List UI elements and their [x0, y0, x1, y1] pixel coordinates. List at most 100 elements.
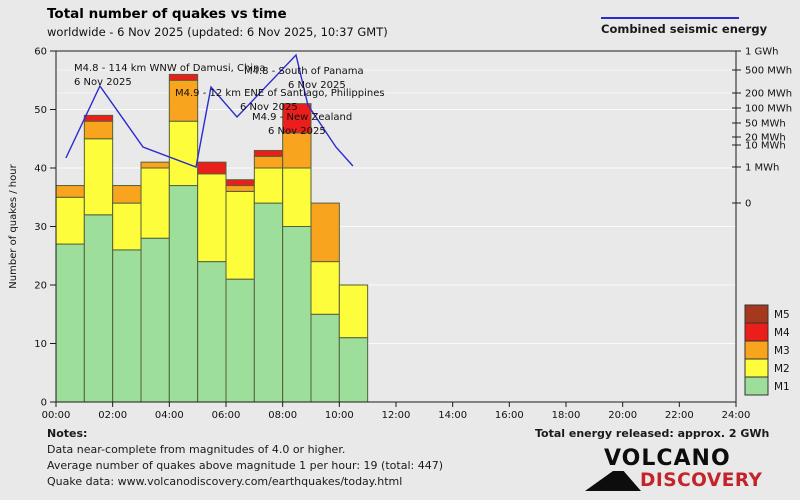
energy-axis-tick-label: 50 MWh — [745, 119, 786, 130]
legend-swatch-m4 — [744, 322, 769, 342]
total-energy-released: Total energy released: approx. 2 GWh — [535, 427, 770, 440]
annotation-1: 6 Nov 2025 — [288, 80, 346, 91]
legend-swatch-m3 — [744, 340, 769, 360]
bar-segment-m2-04:00 — [168, 120, 199, 187]
annotation-0: M4.8 - 114 km WNW of Damusi, China — [74, 63, 266, 74]
bar-segment-m3-08:00 — [282, 132, 312, 169]
bar-segment-m1-03:00 — [140, 237, 170, 403]
annotation-3: M4.9 - New Zealand — [252, 112, 352, 123]
note-line: Data near-complete from magnitudes of 4.… — [47, 443, 346, 456]
bar-segment-m1-09:00 — [310, 313, 340, 403]
page-title: Total number of quakes vs time — [47, 6, 287, 22]
bar-segment-m4-07:00 — [253, 149, 284, 157]
energy-axis-tick-label: 20 MWh — [745, 133, 786, 144]
x-axis-tick-label: 02:00 — [98, 410, 127, 421]
energy-axis-tick-label: 10 MWh — [745, 141, 786, 152]
bar-segment-m1-00:00 — [55, 243, 85, 403]
volcanodiscovery-logo: VOLCANO DISCOVERY — [580, 443, 795, 498]
legend-swatch-m2 — [744, 358, 769, 378]
bar-segment-m3-02:00 — [112, 185, 142, 204]
bar-segment-m1-05:00 — [197, 261, 227, 403]
annotation-1: M4.8 - South of Panama — [244, 66, 364, 77]
logo-volcano-text: VOLCANO — [604, 446, 731, 471]
x-axis-tick-label: 10:00 — [325, 410, 354, 421]
legend-label-m4: M4 — [774, 327, 790, 339]
note-line: Quake data: www.volcanodiscovery.com/ear… — [47, 475, 403, 488]
energy-axis-tick-label: 1 GWh — [745, 47, 779, 58]
bar-segment-m2-03:00 — [140, 167, 170, 239]
x-axis-tick-label: 16:00 — [495, 410, 524, 421]
annotation-3: 6 Nov 2025 — [268, 126, 326, 137]
energy-axis-tick-label: 0 — [745, 199, 751, 210]
bar-segment-m4-04:00 — [168, 73, 199, 81]
annotation-0: 6 Nov 2025 — [74, 77, 132, 88]
bar-segment-m4-05:00 — [197, 161, 227, 175]
y-axis-tick-label: 20 — [34, 281, 47, 292]
y-axis-tick-label: 60 — [34, 47, 47, 58]
bar-segment-m2-06:00 — [225, 190, 255, 280]
energy-axis-tick-label: 200 MWh — [745, 89, 792, 100]
bar-segment-m4-06:00 — [225, 179, 255, 187]
bar-segment-m1-02:00 — [112, 249, 142, 403]
bar-segment-m3-00:00 — [55, 185, 85, 198]
energy-axis-tick-label: 100 MWh — [745, 104, 792, 115]
x-axis-tick-label: 18:00 — [552, 410, 581, 421]
energy-legend-line-icon — [601, 17, 739, 19]
legend-swatch-m5 — [744, 304, 769, 324]
bar-segment-m3-03:00 — [140, 161, 170, 169]
y-axis-tick-label: 50 — [34, 105, 47, 116]
bar-segment-m1-07:00 — [253, 202, 284, 403]
x-axis-tick-label: 14:00 — [438, 410, 467, 421]
bar-segment-m1-06:00 — [225, 278, 255, 403]
notes-block: Notes: Data near-complete from magnitude… — [47, 426, 443, 490]
energy-legend-label: Combined seismic energy — [601, 22, 768, 36]
x-axis-tick-label: 06:00 — [212, 410, 241, 421]
logo-discovery-text: DISCOVERY — [640, 470, 763, 491]
energy-line — [65, 53, 354, 168]
x-axis-tick-label: 20:00 — [608, 410, 637, 421]
bar-segment-m2-00:00 — [55, 196, 85, 245]
legend-label-m5: M5 — [774, 309, 790, 321]
y-axis-title: Number of quakes / hour — [8, 163, 19, 288]
bar-segment-m3-01:00 — [83, 120, 114, 140]
bar-segment-m1-08:00 — [282, 226, 312, 403]
bar-segment-m2-01:00 — [83, 138, 114, 216]
bar-segment-m3-07:00 — [253, 155, 284, 169]
legend-swatch-m1 — [744, 376, 769, 396]
volcano-icon — [585, 471, 641, 491]
x-axis-tick-label: 00:00 — [42, 410, 71, 421]
legend-label-m2: M2 — [774, 363, 790, 375]
bar-segment-m4-01:00 — [83, 114, 114, 122]
x-axis-tick-label: 08:00 — [268, 410, 297, 421]
bar-segment-m2-07:00 — [253, 167, 284, 204]
energy-axis-tick-label: 500 MWh — [745, 66, 792, 77]
bar-segment-m2-08:00 — [282, 167, 312, 227]
x-axis-tick-label: 04:00 — [155, 410, 184, 421]
bar-segment-m3-04:00 — [168, 79, 199, 122]
bar-segment-m1-04:00 — [168, 185, 199, 403]
legend-label-m3: M3 — [774, 345, 790, 357]
bar-segment-m2-09:00 — [310, 261, 340, 315]
bar-segment-m4-08:00 — [282, 103, 312, 134]
bar-segment-m2-05:00 — [197, 173, 227, 263]
bar-segment-m3-06:00 — [225, 185, 255, 192]
x-axis-tick-label: 22:00 — [665, 410, 694, 421]
bar-segment-m2-02:00 — [112, 202, 142, 251]
note-line: Average number of quakes above magnitude… — [47, 459, 443, 472]
energy-axis-tick-label: 1 MWh — [745, 163, 779, 174]
x-axis-tick-label: 24:00 — [722, 410, 751, 421]
y-axis-tick-label: 40 — [34, 164, 47, 175]
bar-segment-m2-10:00 — [338, 284, 369, 339]
y-axis-tick-label: 10 — [34, 339, 47, 350]
bar-segment-m1-01:00 — [83, 214, 114, 403]
page-subtitle: worldwide - 6 Nov 2025 (updated: 6 Nov 2… — [47, 25, 388, 39]
y-axis-tick-label: 0 — [41, 398, 47, 409]
x-axis-tick-label: 12:00 — [382, 410, 411, 421]
y-axis-tick-label: 30 — [34, 222, 47, 233]
bar-segment-m1-10:00 — [338, 337, 369, 403]
notes-heading: Notes: — [47, 427, 88, 440]
annotation-2: M4.9 - 12 km ENE of Santiago, Philippine… — [175, 88, 385, 99]
bar-segment-m3-09:00 — [310, 202, 340, 263]
